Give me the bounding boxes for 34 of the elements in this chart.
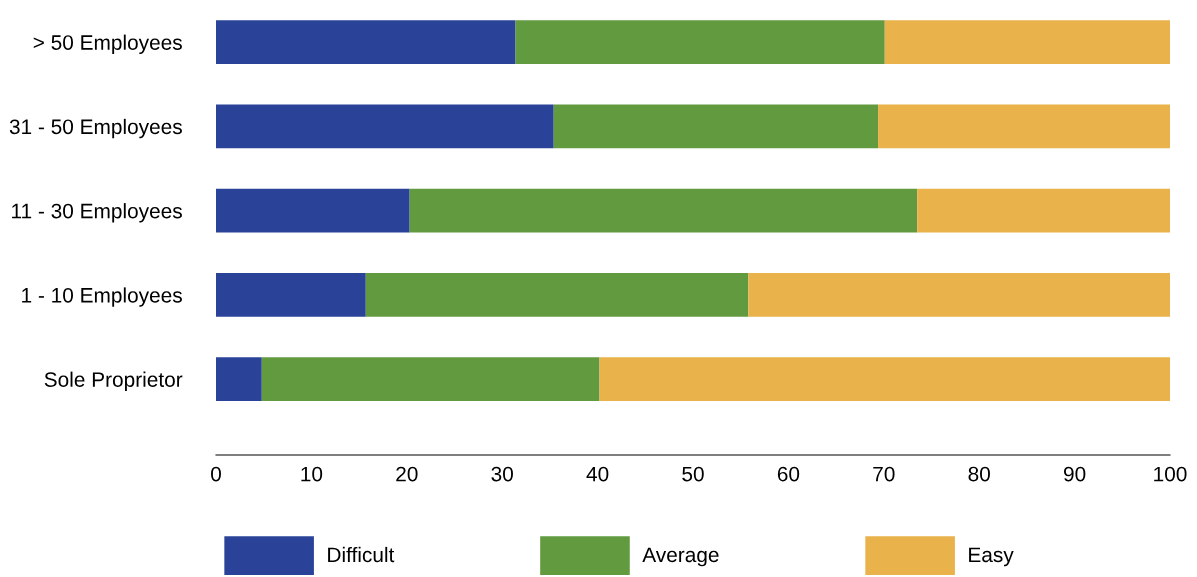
y-tick-label: 31 - 50 Employees (9, 118, 182, 139)
bar (599, 357, 1170, 402)
y-tick-label: Sole Proprietor (44, 371, 183, 392)
y-tick-label: 11 - 30 Employees (12, 203, 182, 223)
bar (216, 273, 366, 317)
x-tick-label: 50 (682, 466, 704, 482)
bar (216, 357, 262, 402)
bar (917, 188, 1170, 233)
bar (216, 188, 410, 233)
bar (553, 104, 879, 149)
bar (216, 20, 516, 65)
legend-label: Easy (969, 547, 1014, 567)
x-tick-label: 100 (1154, 466, 1187, 482)
x-tick-label: 0 (211, 466, 221, 482)
x-tick-label: 30 (491, 466, 513, 482)
x-tick-label: 10 (301, 466, 323, 482)
x-tick-label: 20 (396, 466, 418, 482)
bar (409, 188, 918, 233)
bar (884, 20, 1170, 65)
x-tick-label: 90 (1063, 466, 1086, 482)
bar (261, 357, 600, 402)
x-tick-label: 80 (968, 466, 990, 482)
x-tick-label: 60 (777, 466, 800, 482)
bar (216, 104, 554, 149)
x-tick-label: 40 (586, 466, 609, 482)
bar (515, 20, 885, 65)
y-tick-label: > 50 Employees (33, 34, 182, 54)
bar (878, 104, 1170, 149)
legend-label: Difficult (328, 546, 395, 563)
bar (365, 273, 749, 317)
y-tick-label: 1 - 10 Employees (22, 287, 182, 307)
legend-label: Average (642, 547, 719, 567)
x-tick-label: 70 (873, 466, 895, 482)
bar (748, 273, 1170, 317)
